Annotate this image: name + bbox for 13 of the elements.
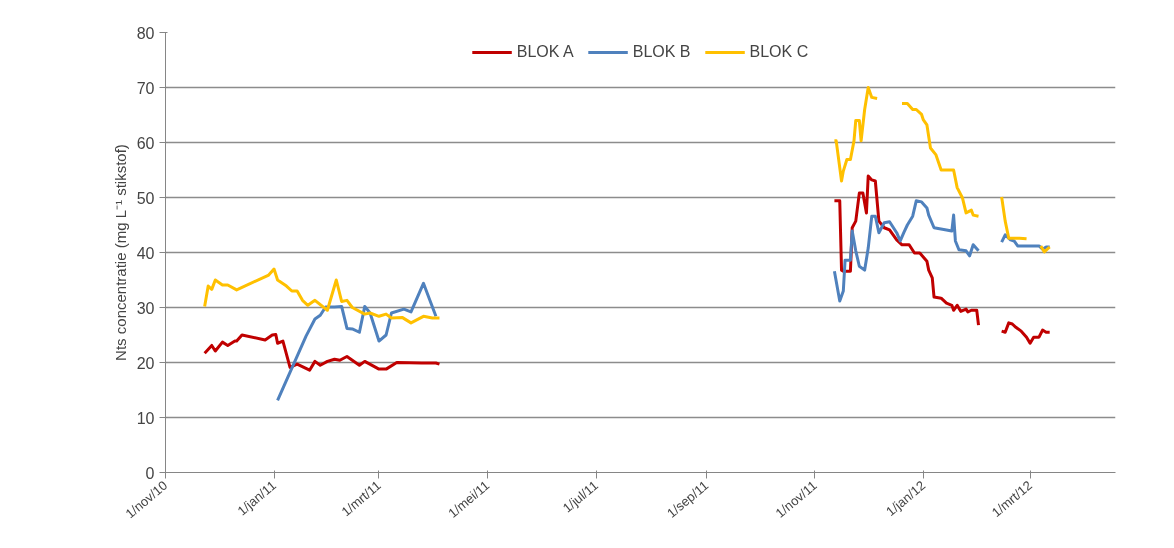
- legend-label: BLOK B: [632, 43, 691, 61]
- y-tick-label: 40: [136, 244, 155, 262]
- y-tick-label: 20: [136, 354, 155, 372]
- y-axis-title: Nts concentratie (mg L⁻¹ stikstof): [111, 144, 129, 361]
- legend-label: BLOK C: [749, 43, 809, 61]
- y-tick-label: 70: [136, 79, 155, 97]
- y-tick-label: 60: [136, 134, 155, 152]
- y-tick-label: 10: [136, 409, 155, 427]
- y-tick-label: 50: [136, 189, 155, 207]
- legend-label: BLOK A: [516, 43, 574, 61]
- y-tick-label: 80: [136, 24, 155, 42]
- y-tick-label: 30: [136, 299, 155, 317]
- y-tick-label: 0: [145, 464, 155, 482]
